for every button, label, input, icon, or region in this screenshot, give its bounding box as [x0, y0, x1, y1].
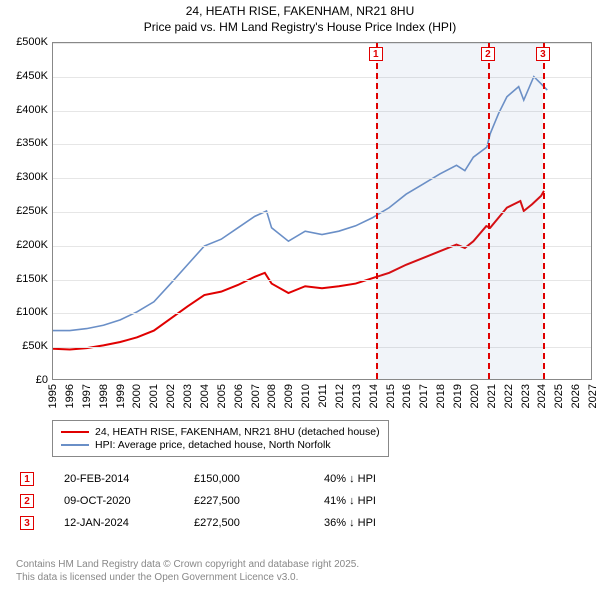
- x-tick-label: 2008: [266, 384, 278, 408]
- x-tick-label: 1995: [47, 384, 59, 408]
- x-tick-label: 2004: [199, 384, 211, 408]
- chart: £0 £50K £100K £150K £200K £250K £300K £350K £400…: [8, 42, 592, 412]
- footer-line2: This data is licensed under the Open Gov…: [16, 571, 359, 584]
- x-tick-label: 2003: [182, 384, 194, 408]
- table-row: 3 12-JAN-2024 £272,500 36% ↓ HPI: [20, 512, 454, 534]
- x-tick-label: 2019: [452, 384, 464, 408]
- footer: Contains HM Land Registry data © Crown c…: [16, 558, 359, 584]
- footer-line1: Contains HM Land Registry data © Crown c…: [16, 558, 359, 571]
- chart-title: 24, HEATH RISE, FAKENHAM, NR21 8HU Price…: [0, 0, 600, 35]
- x-tick-label: 2017: [418, 384, 430, 408]
- x-tick-label: 2000: [131, 384, 143, 408]
- y-tick-label: £500K: [8, 36, 48, 48]
- sale-marker-icon: 3: [536, 47, 550, 61]
- y-tick-label: £250K: [8, 205, 48, 217]
- x-tick-label: 2021: [486, 384, 498, 408]
- x-tick-label: 2013: [351, 384, 363, 408]
- y-tick-label: £450K: [8, 70, 48, 82]
- x-tick-label: 2006: [233, 384, 245, 408]
- legend-row: 24, HEATH RISE, FAKENHAM, NR21 8HU (deta…: [61, 426, 380, 438]
- x-tick-label: 2012: [334, 384, 346, 408]
- legend-row: HPI: Average price, detached house, Nort…: [61, 439, 380, 451]
- y-tick-label: £100K: [8, 306, 48, 318]
- sale-price: £227,500: [194, 495, 324, 507]
- x-tick-label: 2026: [570, 384, 582, 408]
- legend-swatch: [61, 431, 89, 433]
- title-line1: 24, HEATH RISE, FAKENHAM, NR21 8HU: [0, 4, 600, 20]
- sale-date: 09-OCT-2020: [64, 495, 194, 507]
- sale-date: 12-JAN-2024: [64, 517, 194, 529]
- sale-vs-hpi: 36% ↓ HPI: [324, 517, 454, 529]
- sale-price: £272,500: [194, 517, 324, 529]
- legend-label: HPI: Average price, detached house, Nort…: [95, 439, 331, 451]
- sale-marker-icon: 1: [20, 472, 34, 486]
- x-tick-label: 1999: [115, 384, 127, 408]
- legend-swatch: [61, 444, 89, 446]
- y-tick-label: £50K: [8, 340, 48, 352]
- sale-marker-icon: 2: [20, 494, 34, 508]
- y-tick-label: £150K: [8, 273, 48, 285]
- x-tick-label: 1996: [64, 384, 76, 408]
- y-tick-label: £200K: [8, 239, 48, 251]
- x-tick-label: 2005: [216, 384, 228, 408]
- sale-marker-icon: 3: [20, 516, 34, 530]
- sale-marker-icon: 1: [369, 47, 383, 61]
- x-tick-label: 2014: [368, 384, 380, 408]
- x-tick-label: 1998: [98, 384, 110, 408]
- sales-table: 1 20-FEB-2014 £150,000 40% ↓ HPI 2 09-OC…: [20, 468, 454, 534]
- sale-marker-icon: 2: [481, 47, 495, 61]
- x-tick-label: 2009: [283, 384, 295, 408]
- table-row: 2 09-OCT-2020 £227,500 41% ↓ HPI: [20, 490, 454, 512]
- table-row: 1 20-FEB-2014 £150,000 40% ↓ HPI: [20, 468, 454, 490]
- x-tick-label: 2010: [300, 384, 312, 408]
- legend: 24, HEATH RISE, FAKENHAM, NR21 8HU (deta…: [52, 420, 389, 457]
- x-tick-label: 2015: [385, 384, 397, 408]
- title-line2: Price paid vs. HM Land Registry's House …: [0, 20, 600, 36]
- sale-date: 20-FEB-2014: [64, 473, 194, 485]
- x-tick-label: 2011: [317, 384, 329, 408]
- plot-area: 1 2 3: [52, 42, 592, 380]
- legend-label: 24, HEATH RISE, FAKENHAM, NR21 8HU (deta…: [95, 426, 380, 438]
- x-tick-label: 2024: [536, 384, 548, 408]
- x-tick-label: 2007: [250, 384, 262, 408]
- x-tick-label: 2027: [587, 384, 599, 408]
- sale-vs-hpi: 40% ↓ HPI: [324, 473, 454, 485]
- y-tick-label: £350K: [8, 137, 48, 149]
- x-tick-label: 2022: [503, 384, 515, 408]
- x-tick-label: 2020: [469, 384, 481, 408]
- sale-vs-hpi: 41% ↓ HPI: [324, 495, 454, 507]
- x-tick-label: 2016: [401, 384, 413, 408]
- x-tick-label: 2023: [520, 384, 532, 408]
- x-tick-label: 2002: [165, 384, 177, 408]
- y-tick-label: £300K: [8, 171, 48, 183]
- x-tick-label: 1997: [81, 384, 93, 408]
- x-tick-label: 2018: [435, 384, 447, 408]
- y-tick-label: £0: [8, 374, 48, 386]
- x-tick-label: 2025: [553, 384, 565, 408]
- x-tick-label: 2001: [148, 384, 160, 408]
- sale-price: £150,000: [194, 473, 324, 485]
- y-tick-label: £400K: [8, 104, 48, 116]
